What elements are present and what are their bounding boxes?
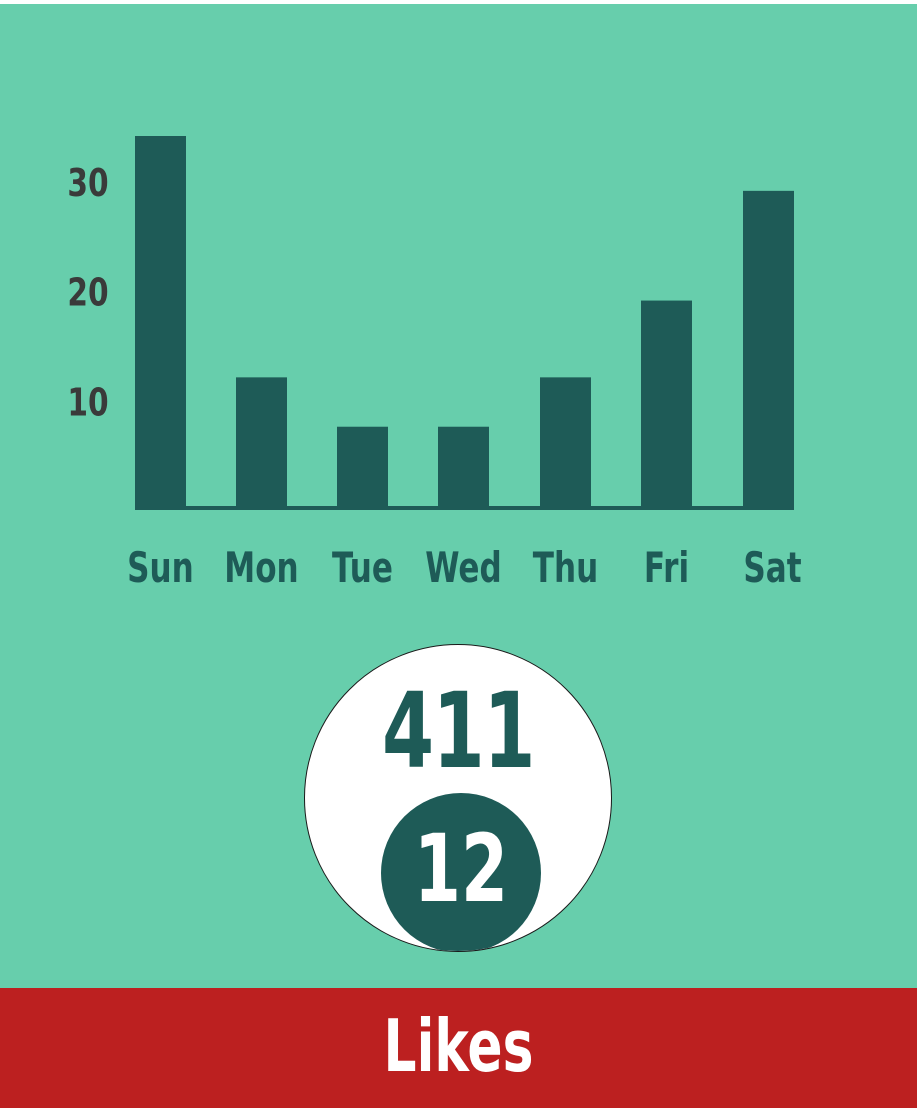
bars-group: [135, 136, 794, 509]
x-tick-label-fri: Fri: [644, 543, 689, 592]
bar-sat: [743, 190, 794, 509]
bar-mon: [236, 377, 287, 509]
bar-tue: [337, 426, 388, 509]
x-tick-label-wed: Wed: [425, 543, 501, 592]
x-tick-label-mon: Mon: [224, 543, 298, 592]
chart-card: 10 20 30 Sun Mon Tue Wed Thu Fri Sat 411 12: [0, 4, 917, 988]
y-axis-ticks: 10 20 30: [67, 161, 108, 425]
likes-sub-value: 12: [413, 815, 509, 924]
bar-wed: [438, 426, 489, 509]
x-tick-label-thu: Thu: [533, 543, 598, 592]
bar-sun: [135, 136, 186, 509]
y-tick-label-10: 10: [67, 381, 108, 426]
x-axis-labels: Sun Mon Tue Wed Thu Fri Sat: [127, 543, 801, 592]
y-tick-label-20: 20: [67, 271, 108, 316]
x-tick-label-sat: Sat: [743, 543, 801, 592]
bar-chart: 10 20 30 Sun Mon Tue Wed Thu Fri Sat: [67, 136, 802, 592]
bar-fri: [641, 300, 692, 509]
likes-sub-circle: 12: [381, 793, 541, 951]
x-tick-label-sun: Sun: [127, 543, 194, 592]
x-tick-label-tue: Tue: [332, 543, 393, 592]
y-tick-label-30: 30: [67, 161, 108, 206]
bar-thu: [540, 377, 591, 509]
likes-total-value: 411: [382, 670, 535, 792]
footer-label: Likes: [383, 1004, 534, 1088]
likes-badge: 411 12: [304, 644, 612, 952]
footer-bar: Likes: [0, 988, 917, 1108]
